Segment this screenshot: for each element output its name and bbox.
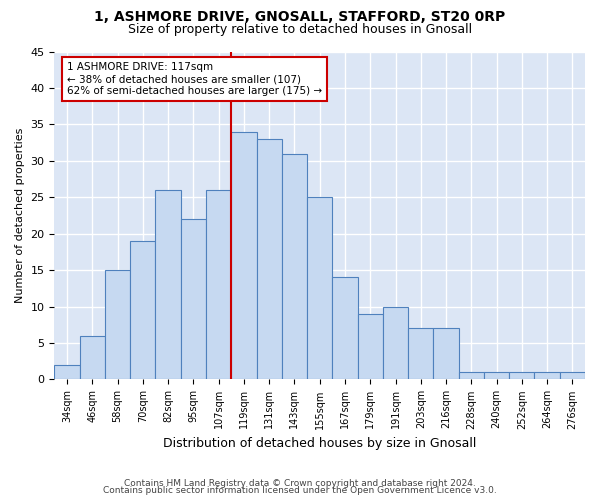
Bar: [358, 314, 383, 380]
Text: Size of property relative to detached houses in Gnosall: Size of property relative to detached ho…: [128, 22, 472, 36]
Bar: [332, 278, 358, 380]
Bar: [130, 241, 155, 380]
Bar: [484, 372, 509, 380]
Text: Contains public sector information licensed under the Open Government Licence v3: Contains public sector information licen…: [103, 486, 497, 495]
Text: 1, ASHMORE DRIVE, GNOSALL, STAFFORD, ST20 0RP: 1, ASHMORE DRIVE, GNOSALL, STAFFORD, ST2…: [94, 10, 506, 24]
Bar: [80, 336, 105, 380]
Y-axis label: Number of detached properties: Number of detached properties: [15, 128, 25, 303]
Text: Contains HM Land Registry data © Crown copyright and database right 2024.: Contains HM Land Registry data © Crown c…: [124, 478, 476, 488]
Bar: [55, 365, 80, 380]
Bar: [383, 306, 408, 380]
Bar: [560, 372, 585, 380]
Bar: [433, 328, 458, 380]
Bar: [408, 328, 433, 380]
Bar: [206, 190, 231, 380]
Bar: [181, 219, 206, 380]
X-axis label: Distribution of detached houses by size in Gnosall: Distribution of detached houses by size …: [163, 437, 476, 450]
Bar: [535, 372, 560, 380]
Bar: [509, 372, 535, 380]
Bar: [155, 190, 181, 380]
Bar: [458, 372, 484, 380]
Text: 1 ASHMORE DRIVE: 117sqm
← 38% of detached houses are smaller (107)
62% of semi-d: 1 ASHMORE DRIVE: 117sqm ← 38% of detache…: [67, 62, 322, 96]
Bar: [307, 198, 332, 380]
Bar: [282, 154, 307, 380]
Bar: [231, 132, 257, 380]
Bar: [257, 139, 282, 380]
Bar: [105, 270, 130, 380]
